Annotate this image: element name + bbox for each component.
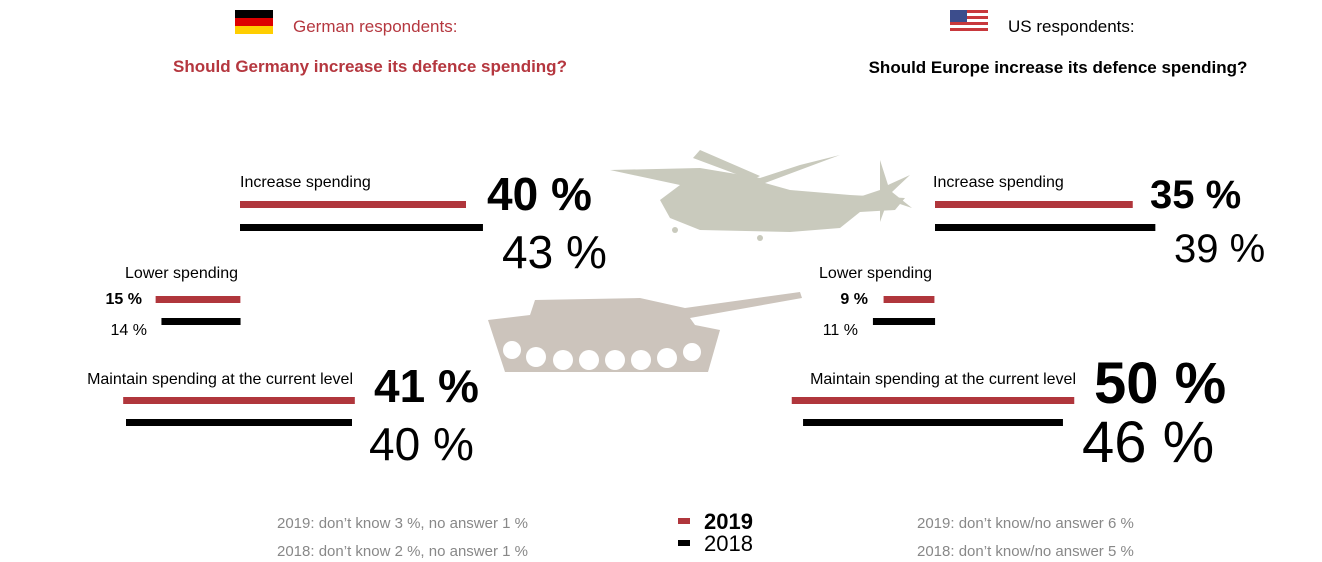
category-label: Lower spending [125,265,238,282]
panel-title: Should Europe increase its defence spend… [869,58,1248,77]
helicopter-illustration [610,150,912,241]
value-label: 15 % [106,291,142,308]
legend-label: 2018 [704,531,753,556]
bar [883,296,935,303]
bar [935,224,1156,231]
bar [126,419,352,426]
value-label: 40 % [487,168,592,220]
bar [803,419,1063,426]
category-label: Maintain spending at the current level [87,371,353,388]
footnote: 2018: don’t know 2 %, no answer 1 % [277,543,528,560]
value-label: 50 % [1094,351,1226,416]
legend-label: 2019 [704,509,753,534]
panel-header: German respondents: [293,17,457,36]
value-label: 43 % [502,226,607,278]
value-label: 14 % [111,322,147,339]
value-label: 39 % [1174,227,1265,271]
value-label: 9 % [840,291,868,308]
bar [155,296,241,303]
footnote: 2019: don’t know/no answer 6 % [917,515,1134,532]
bar [123,397,355,404]
legend-swatch [678,540,690,546]
us-flag [950,10,988,34]
bar [240,201,466,208]
category-label: Maintain spending at the current level [810,371,1076,388]
category-label: Lower spending [819,265,932,282]
panel-header: US respondents: [1008,17,1135,36]
bar [161,318,241,325]
german-flag [235,10,273,34]
bar [791,397,1075,404]
category-label: Increase spending [933,174,1064,191]
bar [240,224,483,231]
bar [872,318,936,325]
footnote: 2018: don’t know/no answer 5 % [917,543,1134,560]
legend-swatch [678,518,690,524]
value-label: 35 % [1150,173,1241,217]
bar [935,201,1133,208]
value-label: 41 % [374,360,479,412]
tank-illustration [488,292,802,372]
category-label: Increase spending [240,174,371,191]
value-label: 11 % [823,322,858,339]
value-label: 46 % [1082,410,1214,475]
footnote: 2019: don’t know 3 %, no answer 1 % [277,515,528,532]
panel-title: Should Germany increase its defence spen… [173,57,567,76]
value-label: 40 % [369,418,474,470]
